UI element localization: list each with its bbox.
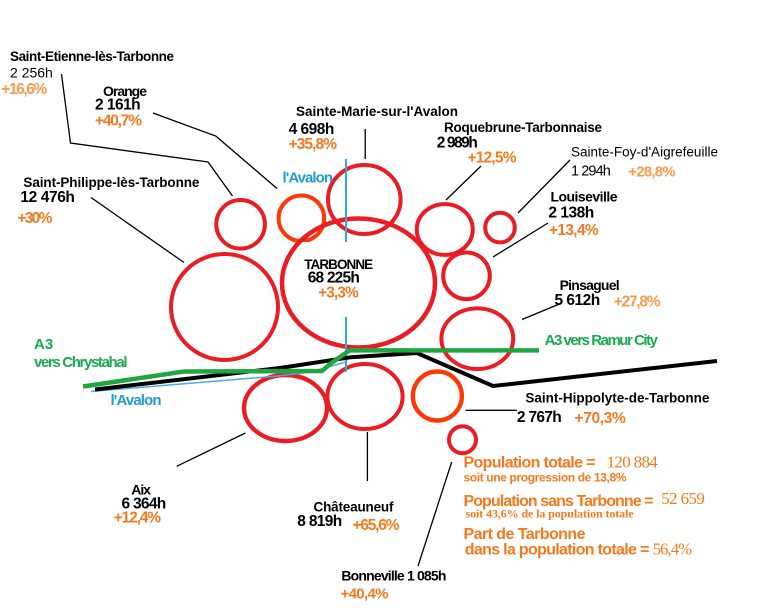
- svg-text:Orange: Orange: [103, 83, 147, 99]
- svg-text:+3,3%: +3,3%: [318, 284, 359, 301]
- svg-text:dans la population totale =: dans la population totale =: [465, 542, 650, 559]
- svg-text:120 884: 120 884: [607, 453, 659, 472]
- svg-text:+13,4%: +13,4%: [549, 222, 599, 239]
- svg-text:+12,5%: +12,5%: [468, 150, 517, 167]
- svg-text:2 989h: 2 989h: [437, 135, 478, 152]
- svg-text:Population sans Tarbonne =: Population sans Tarbonne =: [464, 493, 654, 510]
- svg-text:2 138h: 2 138h: [548, 205, 594, 222]
- svg-text:soit 43,6% de la population to: soit 43,6% de la population totale: [466, 507, 635, 521]
- svg-text:+28,8%: +28,8%: [628, 163, 675, 180]
- svg-text:TARBONNE: TARBONNE: [304, 257, 373, 272]
- svg-text:52 659: 52 659: [661, 489, 705, 508]
- svg-text:+40,7%: +40,7%: [95, 113, 142, 130]
- svg-text:Pinsaguel: Pinsaguel: [560, 277, 620, 293]
- svg-text:A3 vers Ramur City: A3 vers Ramur City: [545, 332, 659, 349]
- svg-text:Aix: Aix: [131, 482, 151, 498]
- svg-text:4 698h: 4 698h: [289, 121, 335, 138]
- svg-text:+70,3%: +70,3%: [575, 410, 627, 427]
- svg-text:Louiseville: Louiseville: [551, 189, 618, 205]
- svg-text:Châteauneuf: Châteauneuf: [314, 500, 395, 515]
- svg-text:+65,6%: +65,6%: [353, 517, 400, 534]
- svg-text:2 256h: 2 256h: [10, 65, 53, 81]
- svg-text:Part de Tarbonne: Part de Tarbonne: [464, 526, 586, 543]
- svg-text:1 294h: 1 294h: [571, 164, 611, 180]
- svg-text:12 476h: 12 476h: [20, 189, 75, 206]
- svg-text:5 612h: 5 612h: [555, 292, 601, 309]
- svg-text:Roquebrune-Tarbonnaise: Roquebrune-Tarbonnaise: [444, 120, 602, 135]
- svg-text:2 161h: 2 161h: [95, 97, 141, 114]
- svg-text:+35,8%: +35,8%: [289, 136, 338, 153]
- svg-text:Population totale =: Population totale =: [464, 455, 596, 472]
- svg-text:Sainte-Foy-d'Aigrefeuille: Sainte-Foy-d'Aigrefeuille: [571, 144, 718, 159]
- svg-text:+40,4%: +40,4%: [341, 586, 389, 603]
- svg-text:+12,4%: +12,4%: [114, 510, 162, 527]
- svg-text:2 767h: 2 767h: [517, 409, 562, 426]
- svg-text:6 364h: 6 364h: [122, 496, 167, 513]
- svg-text:soit une progression de 13,8%: soit une progression de 13,8%: [464, 471, 627, 485]
- svg-text:Sainte-Marie-sur-l'Avalon: Sainte-Marie-sur-l'Avalon: [296, 104, 458, 119]
- svg-text:+16,6%: +16,6%: [1, 81, 47, 98]
- svg-text:l'Avalon: l'Avalon: [111, 392, 162, 409]
- svg-text:l'Avalon: l'Avalon: [283, 169, 334, 186]
- svg-text:Saint-Philippe-lès-Tarbonne: Saint-Philippe-lès-Tarbonne: [23, 175, 199, 190]
- svg-text:+27,8%: +27,8%: [614, 294, 661, 311]
- svg-text:vers Chrystahal: vers Chrystahal: [34, 354, 128, 371]
- svg-text:+30%: +30%: [17, 210, 52, 227]
- svg-text:Saint-Etienne-lès-Tarbonne: Saint-Etienne-lès-Tarbonne: [10, 49, 174, 64]
- svg-text:Bonneville 1 085h: Bonneville 1 085h: [341, 568, 446, 584]
- svg-text:56,4%: 56,4%: [653, 540, 693, 559]
- svg-text:Saint-Hippolyte-de-Tarbonne: Saint-Hippolyte-de-Tarbonne: [525, 391, 709, 406]
- svg-text:A3: A3: [34, 336, 53, 353]
- svg-text:8 819h: 8 819h: [297, 513, 342, 530]
- svg-text:68 225h: 68 225h: [308, 270, 360, 287]
